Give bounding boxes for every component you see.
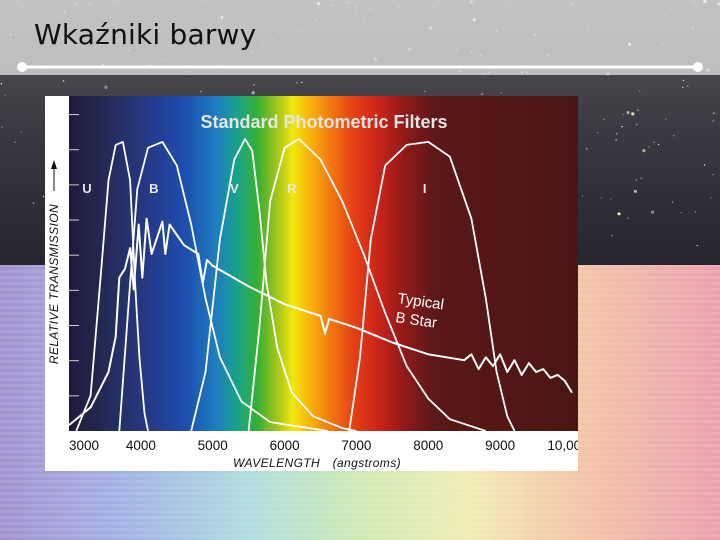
star <box>481 93 483 95</box>
star <box>703 164 706 166</box>
star <box>611 234 613 237</box>
x-tick-labels: 3000 4000 5000 6000 7000 8000 9000 10,000 <box>69 438 578 453</box>
star <box>621 125 623 128</box>
series-line-u <box>75 141 149 432</box>
band-label-v: V <box>230 181 239 196</box>
star <box>14 141 16 143</box>
star <box>617 212 621 216</box>
star <box>4 94 6 97</box>
series-line-v <box>190 138 357 432</box>
series-line-typical-b-star <box>68 217 573 426</box>
star <box>626 111 630 115</box>
star <box>500 92 502 94</box>
star <box>586 148 588 150</box>
x-tick-label: 4000 <box>126 438 156 453</box>
star <box>631 112 635 116</box>
star <box>610 198 612 200</box>
star <box>640 177 642 179</box>
y-axis-ticks <box>69 114 79 397</box>
band-label-r: R <box>287 181 297 196</box>
band-label-b: B <box>149 181 158 196</box>
x-axis-label: WAVELENGTH (angstroms) <box>233 454 401 471</box>
x-tick-label: 9000 <box>485 438 515 453</box>
star <box>627 217 629 219</box>
star <box>635 179 638 181</box>
star <box>616 133 618 135</box>
star <box>682 79 685 82</box>
star <box>615 139 617 141</box>
star <box>62 80 65 82</box>
star <box>687 85 689 87</box>
star <box>104 85 108 89</box>
star <box>600 197 603 199</box>
star <box>712 173 714 176</box>
photometric-filters-chart: Standard Photometric Filters U B V R I Typic… <box>47 96 578 471</box>
x-tick-label: 7000 <box>341 438 371 453</box>
star <box>301 81 303 84</box>
x-tick-label: 3000 <box>69 438 99 453</box>
star <box>581 195 584 197</box>
x-tick-label: 5000 <box>198 438 228 453</box>
star <box>682 86 684 89</box>
title-divider <box>17 62 703 72</box>
star <box>597 132 599 134</box>
star <box>633 189 638 193</box>
star <box>0 83 3 85</box>
spectrum-background <box>69 96 578 431</box>
star <box>296 82 298 84</box>
star <box>253 84 255 86</box>
star <box>696 244 698 247</box>
x-tick-label: 6000 <box>270 438 300 453</box>
y-axis-label-text: RELATIVE TRANSMISSION <box>47 204 61 364</box>
x-tick-label: 8000 <box>413 438 443 453</box>
x-tick-label: 10,000 <box>547 438 578 453</box>
star <box>713 112 715 114</box>
star <box>680 212 682 214</box>
star <box>638 90 641 93</box>
star <box>1 126 3 128</box>
star <box>694 211 697 213</box>
star <box>712 120 714 122</box>
star <box>657 143 660 146</box>
star <box>622 113 624 116</box>
band-label-i: I <box>423 181 427 196</box>
star <box>251 91 255 95</box>
star <box>710 197 712 199</box>
star <box>650 210 655 214</box>
y-axis-label: RELATIVE TRANSMISSION <box>47 204 61 364</box>
star <box>635 124 638 126</box>
star <box>252 91 254 93</box>
star <box>200 90 202 93</box>
annotation-line1: Typical <box>396 290 445 313</box>
band-label-u: U <box>82 181 91 196</box>
star <box>603 118 605 121</box>
star <box>642 149 646 153</box>
star <box>673 135 675 137</box>
series-line-b <box>118 141 328 432</box>
x-axis-unit: (angstroms) <box>333 456 401 470</box>
figure-panel: Standard Photometric Filters U B V R I Typic… <box>45 96 578 471</box>
series-layer <box>68 138 573 432</box>
annotation-line2: B Star <box>394 309 438 332</box>
star <box>653 141 655 143</box>
x-axis-label-text: WAVELENGTH <box>233 456 320 470</box>
series-line-i <box>348 141 516 432</box>
star <box>648 146 650 148</box>
star <box>637 109 639 111</box>
star <box>20 131 22 133</box>
star <box>32 202 35 204</box>
star <box>665 118 667 120</box>
star <box>424 90 426 93</box>
star <box>42 195 45 198</box>
slide-title: Wkaźniki barwy <box>34 18 257 51</box>
y-axis-arrow <box>51 160 57 191</box>
chart-title: Standard Photometric Filters <box>200 112 447 132</box>
series-line-r <box>247 138 487 432</box>
star <box>671 201 674 203</box>
